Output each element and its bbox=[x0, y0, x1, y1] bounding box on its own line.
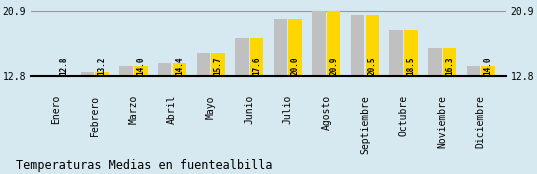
Text: Temperaturas Medias en fuentealbilla: Temperaturas Medias en fuentealbilla bbox=[16, 159, 273, 172]
Bar bbox=[274, 19, 287, 76]
Bar bbox=[366, 15, 379, 76]
Bar bbox=[327, 11, 340, 76]
Text: 14.0: 14.0 bbox=[484, 56, 492, 75]
Text: 14.0: 14.0 bbox=[136, 56, 145, 75]
Bar bbox=[428, 48, 441, 76]
Text: 12.8: 12.8 bbox=[59, 56, 68, 75]
Text: 20.9: 20.9 bbox=[329, 56, 338, 75]
Text: 18.5: 18.5 bbox=[407, 56, 416, 75]
Bar bbox=[481, 66, 495, 76]
Text: 17.6: 17.6 bbox=[252, 56, 261, 75]
Bar bbox=[250, 38, 263, 76]
Bar bbox=[134, 66, 148, 76]
Bar bbox=[172, 63, 186, 76]
Bar bbox=[288, 19, 302, 76]
Text: 15.7: 15.7 bbox=[213, 56, 222, 75]
Bar bbox=[443, 48, 456, 76]
Bar bbox=[197, 53, 210, 76]
Bar bbox=[158, 63, 171, 76]
Bar bbox=[81, 72, 94, 76]
Bar bbox=[404, 30, 418, 76]
Bar bbox=[119, 66, 133, 76]
Bar bbox=[389, 30, 403, 76]
Bar bbox=[351, 15, 365, 76]
Bar bbox=[235, 38, 249, 76]
Text: 13.2: 13.2 bbox=[98, 56, 107, 75]
Text: 16.3: 16.3 bbox=[445, 56, 454, 75]
Bar bbox=[467, 66, 480, 76]
Text: 14.4: 14.4 bbox=[175, 56, 184, 75]
Text: 20.0: 20.0 bbox=[291, 56, 300, 75]
Bar bbox=[211, 53, 224, 76]
Bar bbox=[313, 11, 326, 76]
Bar bbox=[96, 72, 109, 76]
Text: 20.5: 20.5 bbox=[368, 56, 377, 75]
